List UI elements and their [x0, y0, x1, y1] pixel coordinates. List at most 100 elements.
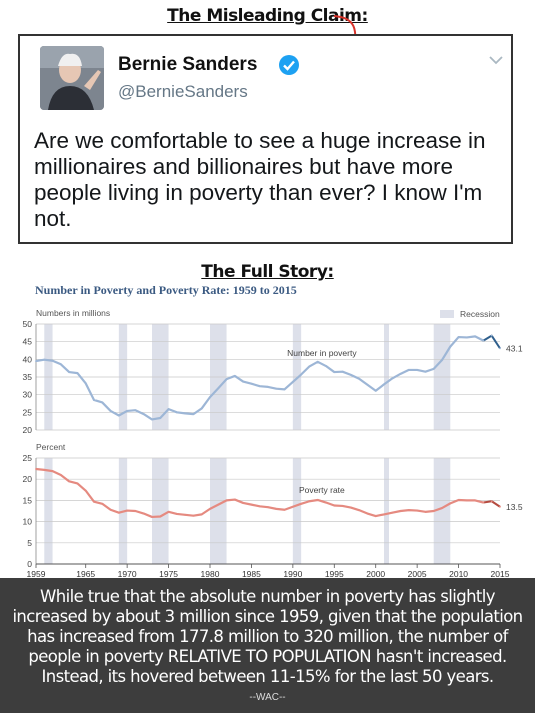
- data-point: [225, 378, 228, 381]
- data-point: [349, 506, 352, 509]
- recession-band: [292, 458, 302, 564]
- data-point: [399, 372, 402, 375]
- data-point: [407, 369, 410, 371]
- data-point: [242, 502, 245, 504]
- data-point: [300, 373, 303, 376]
- y-tick-label: 25: [23, 453, 33, 463]
- data-point: [416, 509, 419, 512]
- data-point: [383, 383, 385, 386]
- recession-legend-swatch: [440, 310, 454, 318]
- recession-band: [384, 458, 389, 564]
- data-point: [59, 363, 62, 366]
- data-point: [250, 382, 253, 385]
- data-point: [441, 359, 443, 361]
- data-point: [59, 474, 62, 476]
- data-point: [68, 371, 71, 373]
- x-tick-label: 2010: [449, 569, 468, 579]
- data-point: [93, 399, 95, 401]
- data-point: [109, 508, 112, 511]
- data-point: [424, 370, 427, 373]
- data-point: [358, 377, 361, 380]
- recession-band: [152, 458, 169, 564]
- data-point: [474, 335, 477, 338]
- x-tick-label: 1959: [27, 569, 46, 579]
- chart-title: Number in Poverty and Poverty Rate: 1959…: [35, 283, 297, 297]
- data-point: [76, 372, 79, 375]
- data-point: [482, 339, 485, 342]
- data-point: [76, 482, 79, 485]
- x-tick-label: 2000: [366, 569, 385, 579]
- data-point: [465, 336, 468, 339]
- y-tick-label: 30: [23, 390, 33, 400]
- end-value-label: 43.1: [506, 343, 523, 353]
- data-point: [51, 359, 54, 362]
- data-point: [258, 385, 261, 388]
- data-point: [325, 501, 327, 504]
- bottom-panel-ylabel: Percent: [36, 442, 66, 452]
- poverty-chart: Numbers in millions Recession Percent 20…: [23, 308, 523, 579]
- data-point: [184, 412, 187, 415]
- data-point: [474, 499, 477, 502]
- data-point: [432, 367, 435, 370]
- data-point: [449, 345, 452, 348]
- data-point: [291, 505, 294, 508]
- x-tick-label: 2015: [491, 569, 510, 579]
- data-point: [134, 510, 137, 512]
- data-point: [316, 360, 319, 363]
- data-point: [374, 515, 377, 517]
- tweet-card: Bernie Sanders @BernieSanders Are we com…: [18, 34, 513, 244]
- data-point: [291, 381, 294, 383]
- data-point: [333, 504, 336, 507]
- data-point: [416, 369, 419, 371]
- data-point: [200, 407, 203, 410]
- data-point: [159, 515, 162, 518]
- data-point: [275, 387, 278, 390]
- data-point: [349, 373, 352, 376]
- data-point: [242, 380, 245, 383]
- data-point: [151, 418, 153, 421]
- tweet-author[interactable]: Bernie Sanders: [118, 54, 258, 75]
- claim-heading: The Misleading Claim:: [167, 6, 368, 26]
- data-point: [117, 414, 120, 417]
- data-point: [209, 396, 211, 399]
- data-point: [233, 498, 236, 501]
- x-tick-label: 1980: [201, 569, 220, 579]
- data-point: [159, 417, 162, 419]
- data-point: [35, 468, 37, 470]
- x-axis: 1959 1965 1970 1975 1980 1985 1990 1995 2000 2005…: [27, 563, 510, 579]
- tweet-handle[interactable]: @BernieSanders: [118, 82, 248, 101]
- data-point: [457, 499, 460, 501]
- data-point: [267, 385, 269, 388]
- data-point: [225, 499, 228, 502]
- y-tick-label: 35: [23, 372, 33, 382]
- data-point: [300, 502, 303, 505]
- recession-legend-label: Recession: [460, 309, 500, 319]
- story-heading: The Full Story:: [201, 262, 334, 282]
- data-point: [217, 387, 220, 390]
- x-tick-label: 2005: [408, 569, 427, 579]
- data-point: [499, 505, 501, 508]
- data-point: [399, 510, 402, 512]
- data-point: [258, 505, 261, 508]
- series-line-latest: [482, 334, 501, 349]
- data-point: [209, 507, 211, 510]
- data-point: [441, 507, 443, 509]
- chevron-down-icon[interactable]: [488, 54, 504, 66]
- data-point: [333, 371, 336, 373]
- data-point: [499, 347, 501, 350]
- y-tick-label: 20: [23, 425, 33, 435]
- data-point: [275, 507, 278, 510]
- x-tick-label: 1985: [242, 569, 261, 579]
- avatar[interactable]: [40, 46, 104, 110]
- data-point: [200, 513, 203, 516]
- data-point: [117, 511, 120, 514]
- data-point: [358, 509, 361, 512]
- series-label: Number in poverty: [287, 348, 357, 358]
- data-point: [175, 513, 178, 515]
- data-point: [366, 512, 369, 515]
- data-point: [457, 336, 460, 338]
- y-tick-label: 15: [23, 495, 33, 505]
- data-point: [490, 500, 493, 503]
- data-point: [43, 468, 46, 471]
- data-point: [84, 489, 87, 492]
